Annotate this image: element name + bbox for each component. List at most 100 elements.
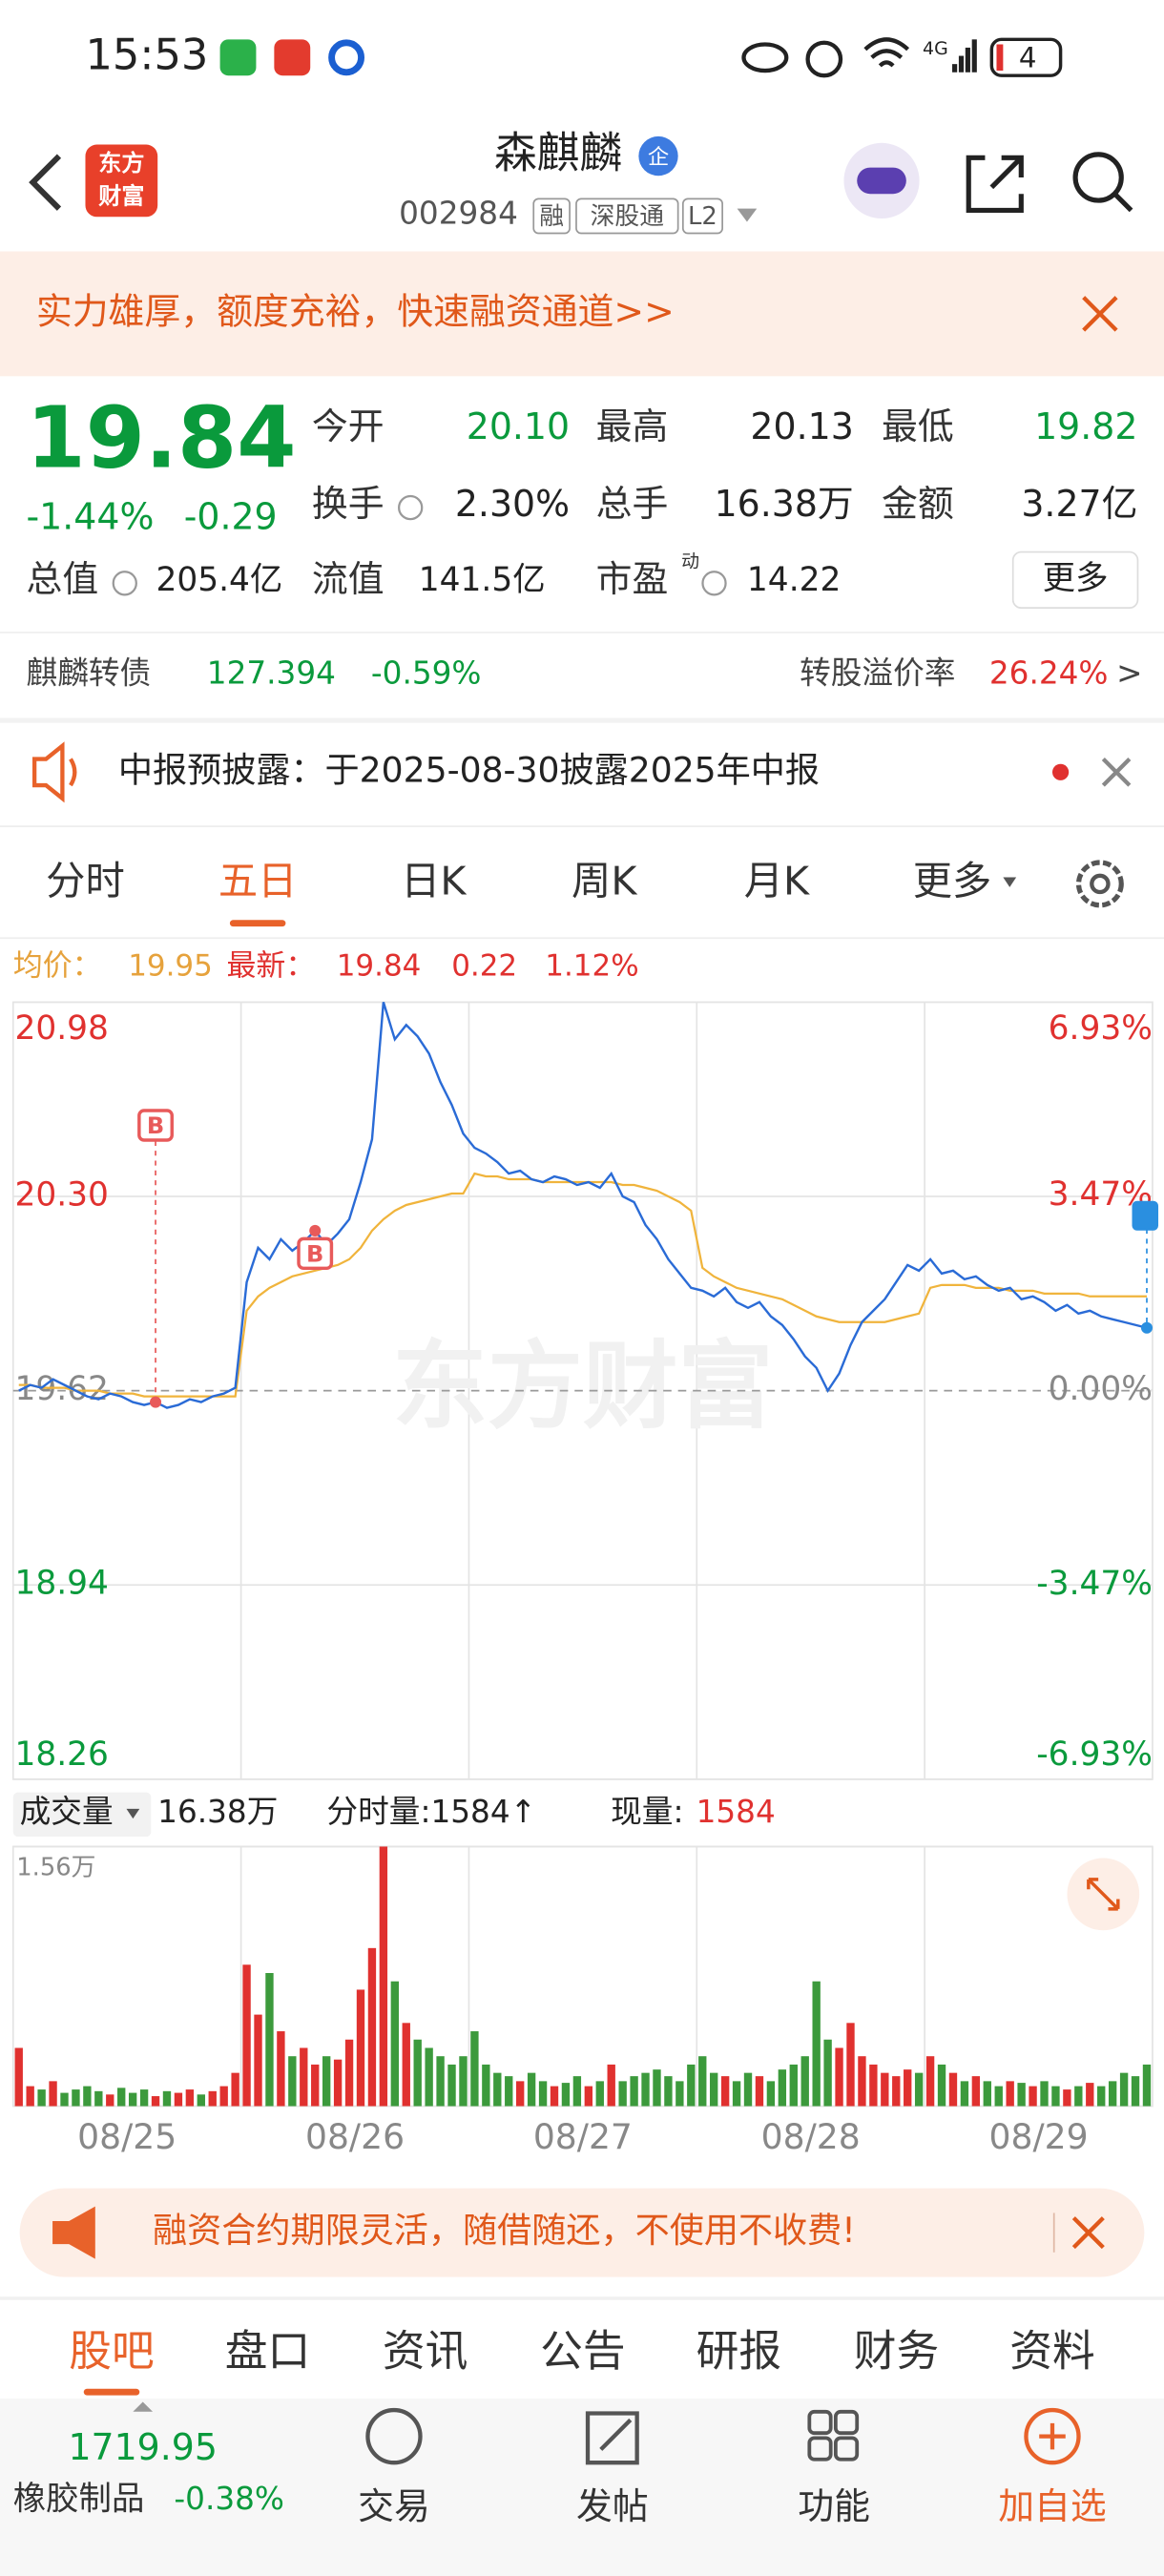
nav-item[interactable]: 功能 (798, 2485, 870, 2527)
close-icon[interactable] (1071, 2216, 1105, 2250)
volume-bar (516, 2081, 525, 2107)
volume-bar (300, 2047, 308, 2107)
bond-name: 麒麟转债 (27, 655, 152, 692)
function-icon (807, 2436, 833, 2462)
volume-dropdown (126, 1808, 140, 1819)
bottom-tab[interactable]: 股吧 (69, 2326, 154, 2377)
volume-bar (1051, 2086, 1060, 2107)
period-tab[interactable]: 五日 (218, 858, 298, 904)
volume-bar (493, 2072, 502, 2107)
x-tick-label: 08/26 (305, 2116, 405, 2157)
x-tick-label: 08/25 (77, 2116, 177, 2157)
volume-frame (11, 1845, 1154, 2108)
volume-bar (128, 2092, 137, 2107)
current-volume: 1584 (696, 1794, 776, 1830)
period-tab[interactable]: 月K (744, 858, 810, 904)
latest-change-percent: 1.12% (545, 949, 638, 984)
x-tick-label: 08/28 (761, 2116, 861, 2157)
change: -0.29 (184, 496, 278, 538)
battery (989, 37, 1063, 77)
bottom-tab[interactable]: 盘口 (225, 2326, 310, 2377)
volume-bar (436, 2056, 445, 2107)
volume-bar (1074, 2086, 1083, 2107)
bottom-tab[interactable]: 财务 (854, 2326, 939, 2377)
close-icon[interactable] (1101, 758, 1132, 787)
field-label: 最高 (596, 405, 669, 447)
volume-bar (482, 2064, 490, 2107)
battery-level-text: 4 (1019, 41, 1037, 73)
volume-bar (311, 2064, 320, 2107)
index-name: 橡胶制品 (13, 2480, 145, 2518)
nav-item[interactable]: 加自选 (998, 2485, 1107, 2527)
volume-bar (1063, 2089, 1071, 2107)
bottom-tab[interactable]: 资料 (1009, 2326, 1094, 2377)
close-icon[interactable] (1082, 296, 1118, 332)
volume-bar (925, 2056, 935, 2107)
promo-bar[interactable] (19, 2188, 1145, 2277)
more-button[interactable] (1011, 551, 1139, 609)
trade-marker-text: B (306, 1241, 323, 1268)
volume-bar (14, 2047, 23, 2107)
back-button[interactable] (29, 154, 62, 211)
volume-bar (139, 2089, 149, 2107)
volume-bar (356, 1989, 365, 2107)
settings-icon[interactable] (1075, 860, 1124, 908)
volume-selector[interactable] (12, 1792, 152, 1838)
y-tick-label: 18.94 (14, 1565, 108, 1603)
volume-bar (755, 2076, 764, 2107)
x-tick-label: 08/27 (533, 2116, 633, 2157)
volume-bar (835, 2047, 843, 2107)
period-tab[interactable]: 周K (572, 858, 637, 904)
volume-bar (1131, 2076, 1140, 2107)
volume-bar (1108, 2081, 1117, 2107)
volume-bar (698, 2056, 707, 2107)
bottom-tab[interactable]: 公告 (540, 2326, 625, 2377)
volume-bar (743, 2072, 753, 2107)
volume-bar (117, 2088, 126, 2107)
volume-bar (710, 2072, 718, 2107)
period-tab[interactable]: 更多 (913, 858, 992, 904)
app-icon (219, 39, 257, 76)
nav-up (133, 2401, 154, 2412)
volume-bar (106, 2094, 114, 2107)
sell-marker (1132, 1200, 1159, 1231)
volume-bar (425, 2047, 433, 2107)
volume-bar (994, 2086, 1003, 2107)
trade-marker (137, 1109, 174, 1142)
volume-bar (1040, 2081, 1049, 2107)
period-tab[interactable]: 日K (401, 858, 467, 904)
volume-bar (1017, 2083, 1026, 2107)
logo (85, 144, 158, 218)
volume-bar (322, 2056, 331, 2107)
field-sup: 动 (681, 551, 699, 571)
volume-bar (800, 2056, 809, 2107)
nav-item[interactable]: 发帖 (576, 2485, 649, 2527)
volume-bar (26, 2086, 34, 2107)
volume-bar (162, 2090, 172, 2107)
volume-bar (584, 2086, 593, 2107)
avg-label: 均价： (13, 949, 102, 984)
more-text[interactable]: 更多 (1043, 559, 1109, 597)
megaphone-icon (52, 2206, 95, 2259)
search-icon[interactable] (1072, 152, 1124, 203)
banner[interactable] (0, 251, 1164, 377)
nav-item[interactable]: 交易 (358, 2485, 430, 2527)
bottom-tab[interactable]: 资讯 (383, 2326, 468, 2377)
volume-bar (892, 2076, 901, 2107)
volume-bar (49, 2081, 57, 2107)
bottom-tab[interactable]: 研报 (696, 2326, 781, 2377)
share-icon[interactable] (966, 155, 1024, 213)
trade-marker-text: B (147, 1112, 164, 1139)
field-label: 今开 (312, 405, 385, 447)
field-value: 141.5亿 (419, 561, 546, 599)
period-tab[interactable]: 分时 (46, 858, 125, 904)
volume-bar (732, 2081, 741, 2107)
volume-bar (208, 2090, 217, 2107)
y-tick-label: 20.30 (14, 1175, 108, 1214)
tab-dropdown (1003, 877, 1017, 887)
logo-text: 财富 (98, 183, 144, 210)
field-value: 19.82 (1034, 405, 1137, 447)
signal-bar (971, 39, 977, 73)
status-time: 15:53 (85, 29, 208, 79)
change-percent: -1.44% (27, 496, 155, 538)
